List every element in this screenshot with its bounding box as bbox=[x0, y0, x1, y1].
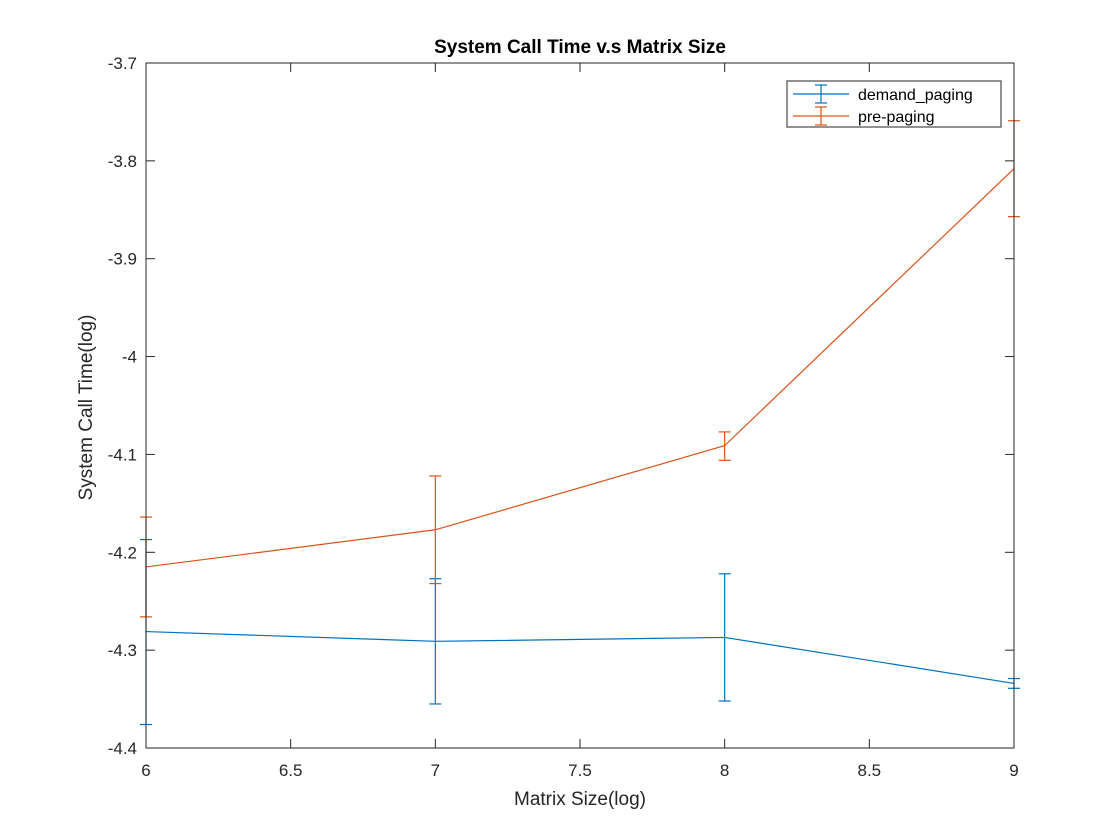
y-axis: -3.7 -3.8 -3.9 -4 -4.1 -4.2 -4.3 -4.4 bbox=[108, 54, 1014, 758]
y-tick-label: -4.3 bbox=[108, 641, 137, 660]
legend-label: pre-paging bbox=[858, 109, 935, 126]
legend: demand_paging pre-paging bbox=[786, 80, 1002, 128]
x-axis: 6 6.5 7 7.5 8 8.5 9 bbox=[141, 63, 1019, 780]
y-tick-label: -4.1 bbox=[108, 445, 137, 464]
y-tick-label: -3.7 bbox=[108, 54, 137, 73]
legend-entry-demand_paging: demand_paging bbox=[793, 84, 973, 104]
x-tick-label: 7.5 bbox=[568, 761, 592, 780]
chart-title: System Call Time v.s Matrix Size bbox=[434, 37, 726, 58]
x-tick-label: 6.5 bbox=[279, 761, 303, 780]
y-tick-label: -4 bbox=[122, 348, 137, 367]
y-axis-title: System Call Time(log) bbox=[76, 315, 97, 501]
legend-label: demand_paging bbox=[858, 87, 973, 104]
plot-area bbox=[146, 63, 1014, 748]
series-line bbox=[145, 630, 1015, 685]
y-tick-label: -3.9 bbox=[108, 250, 137, 269]
legend-entry-pre-paging: pre-paging bbox=[793, 106, 935, 126]
x-tick-label: 8 bbox=[720, 761, 729, 780]
x-tick-label: 9 bbox=[1009, 761, 1018, 780]
legend-box bbox=[786, 80, 1002, 128]
y-tick-label: -3.8 bbox=[108, 152, 137, 171]
y-tick-label: -4.4 bbox=[108, 739, 137, 758]
x-axis-title: Matrix Size(log) bbox=[514, 789, 646, 810]
series-line bbox=[145, 168, 1015, 568]
y-tick-label: -4.2 bbox=[108, 543, 137, 562]
x-tick-label: 6 bbox=[141, 761, 150, 780]
x-tick-label: 7 bbox=[431, 761, 440, 780]
x-tick-label: 8.5 bbox=[858, 761, 882, 780]
